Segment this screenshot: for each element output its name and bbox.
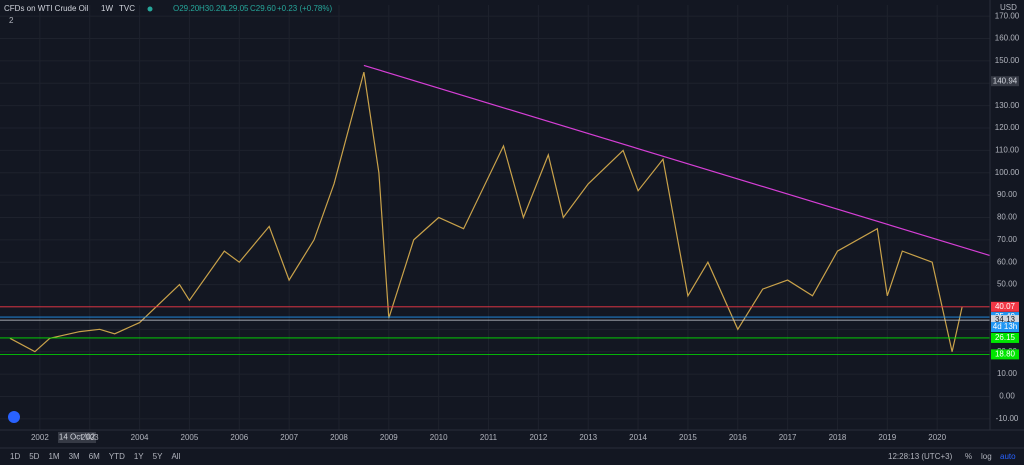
x-tick-label: 2018 (829, 433, 847, 442)
indicator-count: 2 (9, 16, 14, 25)
source: TVC (119, 4, 135, 13)
x-tick-label: 2004 (131, 433, 149, 442)
x-tick-label: 2005 (181, 433, 199, 442)
y-tick-label: 60.00 (997, 257, 1018, 266)
status-dot (147, 6, 153, 12)
level-label: 34.13 (995, 315, 1016, 324)
countdown: 4d 13h (993, 322, 1017, 331)
low: L29.05 (224, 4, 249, 13)
x-tick-label: 2013 (579, 433, 597, 442)
level-box (991, 315, 1019, 326)
countdown-box (991, 322, 1019, 333)
x-tick-label: 2012 (529, 433, 547, 442)
y-tick-label: 100.00 (995, 168, 1020, 177)
x-tick-label: 2010 (430, 433, 448, 442)
marker-box (991, 76, 1019, 87)
y-tick-label: -10.00 (996, 414, 1019, 423)
y-tick-label: 0.00 (999, 392, 1015, 401)
x-tick-label: 2015 (679, 433, 697, 442)
toolbar: 1D 5D 1M 3M 6M YTD 1Y 5Y All 12:28:13 (UTC+3)% log… (10, 452, 1016, 461)
x-tick-label: 2009 (380, 433, 398, 442)
price-line (9, 71, 963, 353)
marker-label: 140.94 (993, 76, 1018, 85)
x-tick-label: 2016 (729, 433, 747, 442)
level-box (991, 301, 1019, 312)
range-button[interactable]: 3M (69, 452, 80, 461)
symbol: CFDs on WTI Crude Oil (4, 4, 89, 13)
range-button[interactable]: 6M (89, 452, 100, 461)
y-tick-label: 160.00 (995, 34, 1020, 43)
range-button[interactable]: All (171, 452, 180, 461)
x-tick-label: 2017 (779, 433, 797, 442)
y-tick-label: 110.00 (995, 146, 1019, 155)
x-tick-label: 2019 (878, 433, 896, 442)
x-tick-label: 2007 (280, 433, 298, 442)
close: C29.60 (250, 4, 276, 13)
range-button[interactable]: 1Y (134, 452, 144, 461)
high: H30.20 (199, 4, 225, 13)
y-tick-label: 120.00 (995, 123, 1020, 132)
y-tick-label: 10.00 (997, 369, 1018, 378)
y-tick-label: 70.00 (997, 235, 1018, 244)
crosshair-label-box (58, 432, 96, 443)
interval: 1W (101, 4, 113, 13)
range-button[interactable]: 1D (10, 452, 20, 461)
trendline (363, 64, 991, 257)
level-label: 26.15 (995, 333, 1016, 342)
y-tick-label: 170.00 (995, 11, 1020, 20)
auto-toggle[interactable]: auto (1000, 452, 1016, 461)
crosshair-label: 14 Oct '02 (59, 433, 96, 442)
x-tick-label: 2003 (81, 433, 99, 442)
level-box (991, 349, 1019, 360)
plot (0, 5, 991, 430)
log-toggle[interactable]: log (981, 452, 992, 461)
clock: 12:28:13 (UTC+3) (888, 452, 953, 461)
x-tick-label: 2011 (480, 433, 498, 442)
range-button[interactable]: YTD (109, 452, 125, 461)
level-label: 18.80 (995, 350, 1016, 359)
y-tick-label: 50.00 (997, 280, 1018, 289)
y-tick-label: 150.00 (995, 56, 1020, 65)
x-tick-label: 2006 (230, 433, 248, 442)
logo (8, 411, 20, 423)
x-tick-label: 2020 (928, 433, 946, 442)
range-button[interactable]: 5Y (153, 452, 163, 461)
x-tick-label: 2008 (330, 433, 348, 442)
currency: USD (1000, 3, 1017, 12)
change: +0.23 (+0.78%) (277, 4, 332, 13)
x-tick-label: 2014 (629, 433, 647, 442)
open: O29.20 (173, 4, 200, 13)
y-tick-label: 80.00 (997, 213, 1018, 222)
level-label: 40.07 (995, 302, 1016, 311)
percent-toggle[interactable]: % (965, 452, 972, 461)
range-button[interactable]: 1M (48, 452, 59, 461)
y-tick-label: 130.00 (995, 101, 1020, 110)
range-button[interactable]: 5D (29, 452, 39, 461)
x-tick-label: 2002 (31, 433, 49, 442)
y-tick-label: 90.00 (997, 190, 1018, 199)
level-box (991, 332, 1019, 343)
